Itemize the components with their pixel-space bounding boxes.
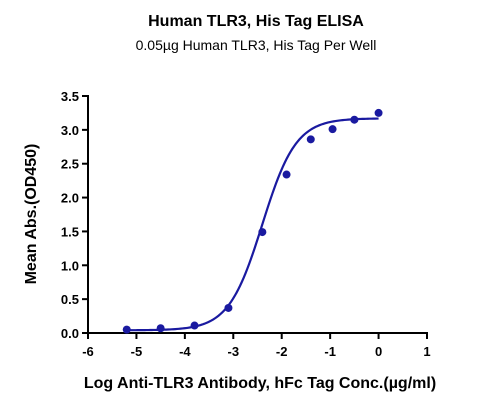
x-tick-label: -5 bbox=[131, 344, 143, 359]
data-point bbox=[156, 324, 165, 333]
x-tick-label: -4 bbox=[179, 344, 191, 359]
data-point bbox=[122, 325, 131, 334]
x-tick-label: 1 bbox=[423, 344, 430, 359]
x-tick-label: -3 bbox=[228, 344, 240, 359]
data-point bbox=[374, 108, 383, 117]
fit-curve bbox=[126, 117, 379, 332]
y-tick-label: 3.5 bbox=[61, 89, 79, 104]
data-point bbox=[328, 125, 337, 134]
y-tick-label: 2.0 bbox=[61, 191, 79, 206]
x-tick-label: -2 bbox=[276, 344, 288, 359]
x-axis-label: Log Anti-TLR3 Antibody, hFc Tag Conc.(µg… bbox=[84, 375, 436, 392]
y-tick-label: 3.0 bbox=[61, 123, 79, 138]
data-point bbox=[282, 170, 291, 179]
y-tick-label: 1.0 bbox=[61, 258, 79, 273]
data-point bbox=[258, 228, 267, 237]
chart-subtitle: 0.05µg Human TLR3, His Tag Per Well bbox=[136, 37, 377, 53]
x-tick-label: 0 bbox=[375, 344, 382, 359]
y-tick-label: 1.5 bbox=[61, 224, 79, 239]
y-axis-label: Mean Abs.(OD450) bbox=[23, 144, 40, 285]
data-point bbox=[306, 135, 315, 144]
y-tick-label: 0.0 bbox=[61, 326, 79, 341]
chart-title: Human TLR3, His Tag ELISA bbox=[148, 13, 364, 30]
y-tick-label: 0.5 bbox=[61, 292, 79, 307]
data-point bbox=[190, 321, 199, 330]
fit-curve-layer bbox=[126, 117, 379, 332]
x-tick-label: -1 bbox=[324, 344, 336, 359]
y-tick-label: 2.5 bbox=[61, 157, 79, 172]
data-point bbox=[224, 303, 233, 312]
x-tick-label: -6 bbox=[82, 344, 94, 359]
data-point bbox=[350, 115, 359, 124]
data-points-layer bbox=[122, 108, 383, 334]
axes: -6 -5 -4 -3 -2 -1 0 1 0.0 0.5 1.0 1.5 2.0 2.5 3.0 3.5 bbox=[61, 89, 431, 359]
